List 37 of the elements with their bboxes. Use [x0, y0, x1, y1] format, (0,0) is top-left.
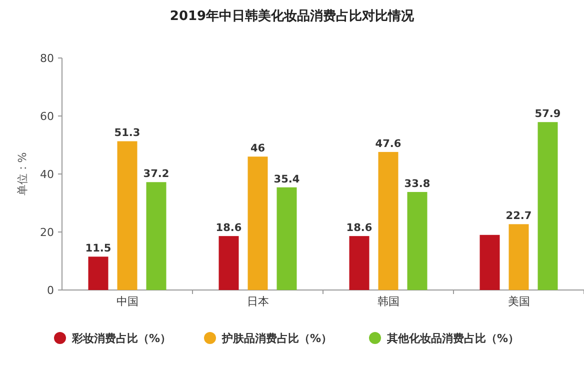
bar: [349, 236, 370, 290]
data-label: 57.9: [534, 108, 561, 120]
legend-label: 护肤品消费占比（%）: [221, 332, 332, 345]
data-label: 51.3: [114, 127, 140, 140]
x-tick-label: 韩国: [377, 295, 400, 308]
data-label: 35.4: [274, 173, 300, 186]
bar: [218, 236, 239, 290]
y-tick-label: 60: [40, 110, 54, 123]
legend-label: 彩妆消费占比（%）: [71, 332, 172, 345]
x-tick-label: 中国: [116, 295, 138, 308]
bar: [480, 234, 500, 290]
bar: [276, 187, 297, 290]
legend-label: 其他化妆品消费占比（%）: [386, 332, 520, 345]
data-label: 22.7: [506, 210, 532, 222]
bar: [508, 224, 529, 290]
bar: [407, 192, 428, 290]
data-label: 37.2: [143, 168, 170, 180]
y-tick-label: 80: [40, 52, 54, 65]
data-label: 47.6: [375, 138, 402, 150]
y-tick-label: 20: [40, 226, 54, 239]
data-label: 33.8: [404, 178, 430, 190]
y-tick-label: 0: [47, 284, 54, 297]
data-label: 18.6: [216, 222, 242, 234]
data-label: 11.5: [85, 242, 112, 255]
bar: [117, 141, 138, 290]
bar: [146, 182, 166, 290]
chart-title: 2019年中日韩美化妆品消费占比对比情况: [170, 8, 416, 24]
bar: [538, 122, 558, 290]
x-tick-label: 日本: [246, 295, 269, 308]
data-label: 18.6: [346, 222, 372, 234]
bar: [378, 152, 398, 290]
y-axis-title: 单位：%: [16, 152, 29, 196]
bar: [88, 256, 108, 290]
y-tick-label: 40: [40, 168, 54, 181]
bar: [248, 156, 268, 290]
data-label: 46: [250, 142, 266, 155]
x-tick-label: 美国: [508, 295, 530, 308]
